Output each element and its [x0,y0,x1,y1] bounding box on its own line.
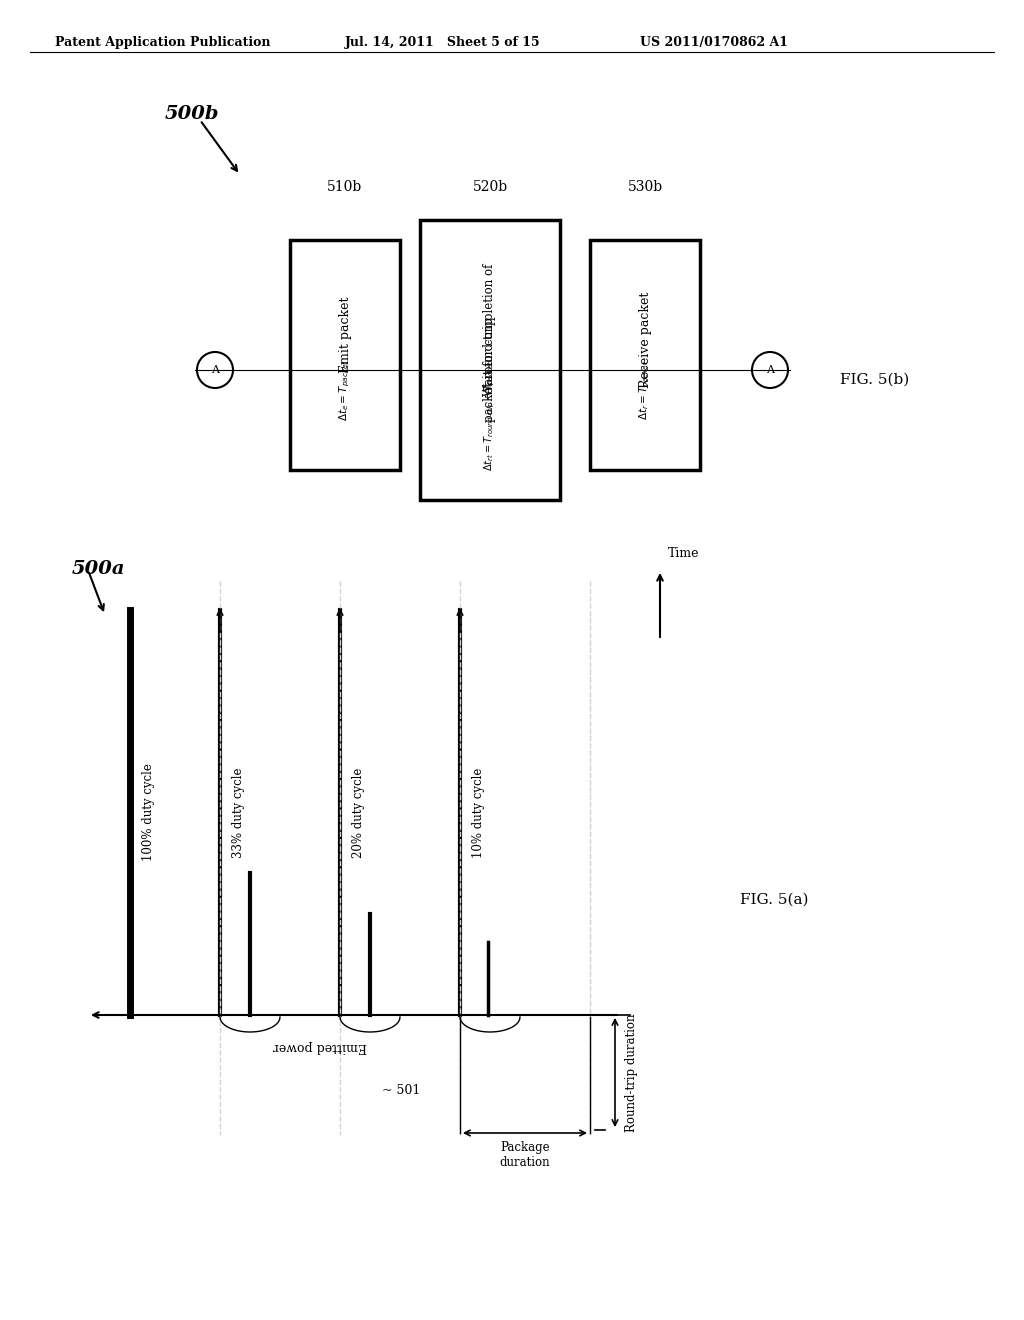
Text: 10% duty cycle: 10% duty cycle [472,767,485,858]
Text: Emit packet: Emit packet [339,297,351,374]
Text: FIG. 5(a): FIG. 5(a) [740,894,809,907]
Text: Time: Time [668,546,699,560]
Text: packet round-trip: packet round-trip [483,318,497,422]
Text: 500b: 500b [165,106,219,123]
Text: Round-trip duration: Round-trip duration [625,1014,638,1131]
Text: Emitted power: Emitted power [273,1040,367,1053]
Text: FIG. 5(b): FIG. 5(b) [840,374,909,387]
Text: 530b: 530b [628,180,663,194]
Text: 510b: 510b [328,180,362,194]
Bar [420,220,560,500]
Text: 500a: 500a [72,560,126,578]
Text: A: A [211,366,219,375]
Text: $\Delta t_r=T_{packet}$: $\Delta t_r=T_{packet}$ [638,360,652,420]
Text: US 2011/0170862 A1: US 2011/0170862 A1 [640,36,788,49]
Text: Receive packet: Receive packet [639,292,651,388]
Circle shape [752,352,788,388]
Text: Wait for completion of: Wait for completion of [483,264,497,396]
Text: 520b: 520b [472,180,508,194]
Text: $\Delta t_{rt}=T_{round\text{-}trip}-T_{packet}$: $\Delta t_{rt}=T_{round\text{-}trip}-T_{… [482,359,498,471]
Text: Package
duration: Package duration [500,1140,550,1170]
Text: Jul. 14, 2011   Sheet 5 of 15: Jul. 14, 2011 Sheet 5 of 15 [345,36,541,49]
Bar [590,240,700,470]
Text: ~ 501: ~ 501 [382,1084,421,1097]
Bar [290,240,400,470]
Text: $\Delta t_e=T_{packet}$: $\Delta t_e=T_{packet}$ [338,359,352,421]
Text: 20% duty cycle: 20% duty cycle [352,767,365,858]
Text: 100% duty cycle: 100% duty cycle [142,763,155,862]
Circle shape [197,352,233,388]
Text: A: A [766,366,774,375]
Text: Patent Application Publication: Patent Application Publication [55,36,270,49]
Text: 33% duty cycle: 33% duty cycle [232,767,245,858]
